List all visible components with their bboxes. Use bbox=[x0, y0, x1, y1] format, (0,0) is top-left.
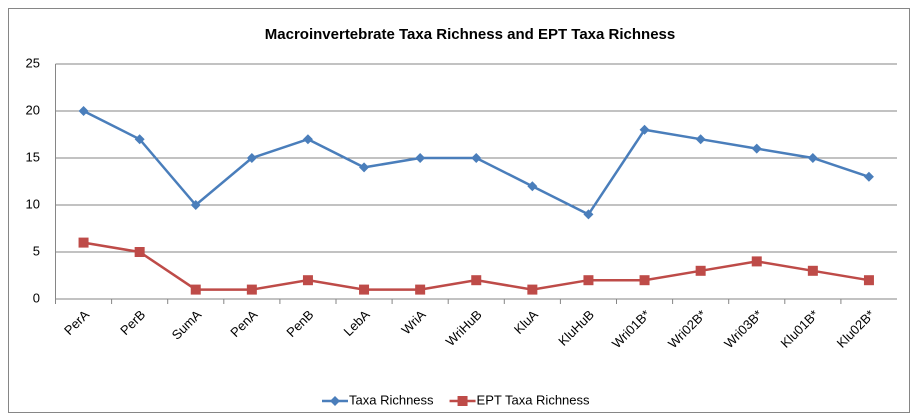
data-point bbox=[415, 153, 426, 163]
data-point bbox=[246, 284, 257, 295]
chart-border bbox=[8, 8, 910, 413]
legend-marker bbox=[330, 396, 340, 406]
data-point bbox=[134, 247, 145, 257]
data-point bbox=[639, 275, 650, 286]
data-point bbox=[190, 284, 201, 295]
y-tick-label: 25 bbox=[26, 55, 40, 70]
y-tick-label: 0 bbox=[33, 290, 40, 305]
data-point bbox=[78, 106, 89, 116]
data-point bbox=[471, 275, 482, 286]
data-point bbox=[190, 200, 201, 210]
y-tick-label: 15 bbox=[26, 149, 40, 164]
data-point bbox=[359, 162, 370, 173]
data-point bbox=[415, 284, 426, 295]
chart-title: Macroinvertebrate Taxa Richness and EPT … bbox=[265, 26, 675, 43]
data-point bbox=[863, 171, 874, 182]
data-point bbox=[583, 275, 594, 286]
data-point bbox=[134, 134, 145, 145]
data-point bbox=[246, 153, 257, 163]
legend-label: EPT Taxa Richness bbox=[477, 392, 590, 407]
data-point bbox=[751, 143, 762, 154]
data-point bbox=[527, 181, 538, 192]
data-point bbox=[695, 265, 706, 276]
data-point bbox=[359, 284, 370, 295]
legend-label: Taxa Richness bbox=[349, 392, 434, 407]
legend-marker bbox=[457, 396, 468, 406]
data-point bbox=[807, 153, 818, 163]
data-point bbox=[78, 237, 89, 248]
data-point bbox=[471, 153, 482, 163]
data-point bbox=[302, 134, 313, 145]
data-point bbox=[527, 284, 538, 295]
data-point bbox=[695, 134, 706, 145]
y-tick-label: 10 bbox=[26, 196, 40, 211]
data-point bbox=[583, 209, 594, 220]
data-point bbox=[863, 275, 874, 286]
data-point bbox=[807, 265, 818, 276]
y-tick-label: 5 bbox=[33, 243, 40, 258]
data-point bbox=[302, 275, 313, 286]
data-point bbox=[751, 256, 762, 267]
data-point bbox=[639, 124, 650, 135]
y-tick-label: 20 bbox=[26, 102, 40, 117]
